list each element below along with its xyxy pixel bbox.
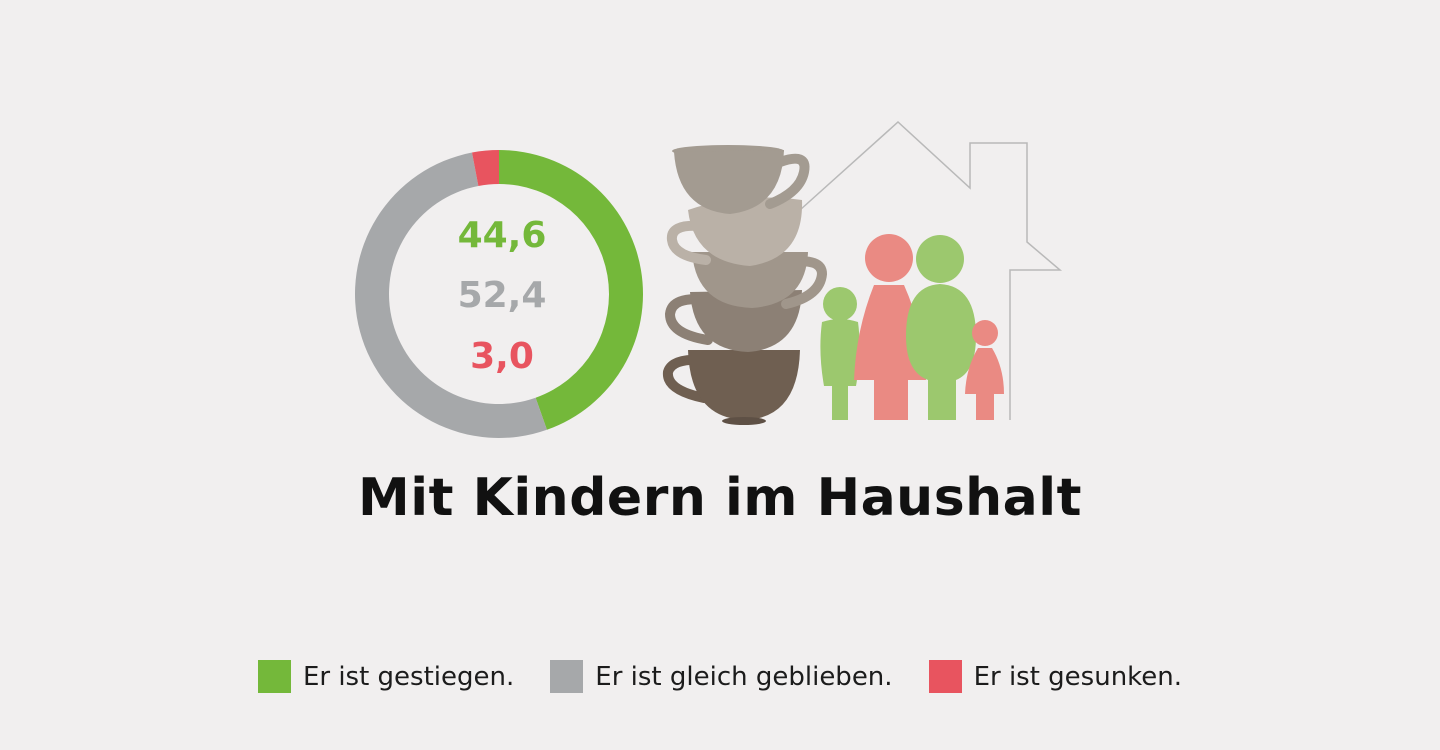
- legend-item-gleich: Er ist gleich geblieben.: [550, 660, 893, 693]
- legend-label: Er ist gesunken.: [973, 661, 1183, 692]
- donut-slice-1: [499, 150, 644, 430]
- donut-value-label-2: 52,4: [458, 275, 547, 316]
- donut-slice-3: [472, 150, 499, 186]
- legend-label: Er ist gestiegen.: [302, 661, 515, 692]
- legend-item-gesunken: Er ist gesunken.: [928, 660, 1183, 693]
- legend-item-gestiegen: Er ist gestiegen.: [257, 660, 515, 693]
- legend-label: Er ist gleich geblieben.: [595, 661, 893, 692]
- donut-slices: [355, 150, 644, 438]
- donut-value-label-3: 3,0: [470, 336, 534, 377]
- legend: Er ist gestiegen. Er ist gleich gebliebe…: [0, 660, 1440, 693]
- chart-title: Mit Kindern im Haushalt: [358, 468, 1082, 528]
- legend-swatch-green: [257, 660, 291, 693]
- donut-value-labels: 44,6 52,4 3,0: [458, 215, 547, 377]
- legend-swatch-gray: [550, 660, 584, 693]
- donut-slice-2: [355, 152, 547, 438]
- donut-value-label-1: 44,6: [458, 215, 547, 256]
- legend-swatch-red: [928, 660, 962, 693]
